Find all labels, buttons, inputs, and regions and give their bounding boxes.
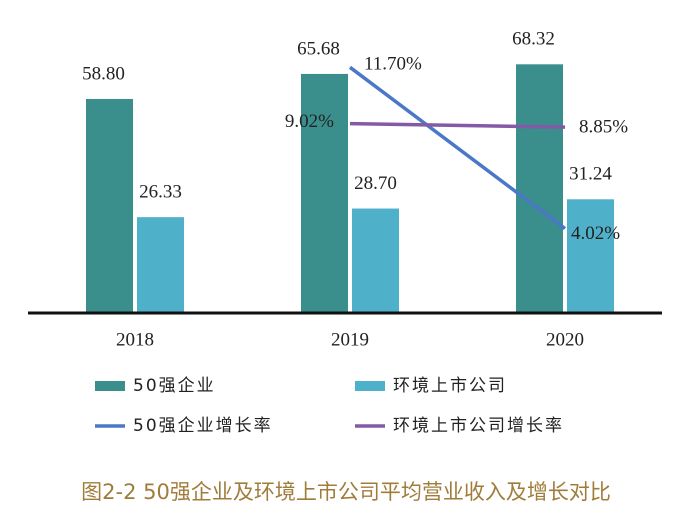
data-label: 26.33	[139, 182, 182, 203]
x-tick-label: 2020	[546, 329, 584, 350]
bar	[86, 98, 133, 313]
data-label: 58.80	[82, 63, 125, 84]
data-label: 68.32	[512, 29, 555, 50]
x-tick-label: 2019	[331, 329, 369, 350]
bar	[567, 199, 614, 313]
data-label: 28.70	[354, 173, 397, 194]
x-tick-label: 2018	[116, 329, 154, 350]
data-label: 9.02%	[285, 111, 334, 132]
line	[348, 65, 567, 230]
legend-swatch	[355, 381, 385, 391]
data-label: 8.85%	[579, 117, 628, 138]
data-label: 31.24	[569, 164, 612, 185]
legend-label: 50强企业	[133, 376, 216, 396]
data-label: 4.02%	[571, 223, 620, 244]
bar	[137, 217, 184, 313]
legend-label: 50强企业增长率	[133, 416, 273, 436]
bar	[301, 73, 348, 313]
bar	[352, 208, 399, 313]
legend-label: 环境上市公司	[393, 376, 507, 396]
line	[349, 121, 566, 129]
legend-swatch	[95, 381, 125, 391]
data-label: 11.70%	[364, 54, 422, 75]
bar	[516, 64, 563, 313]
data-label: 65.68	[297, 38, 340, 59]
caption: 图2-2 50强企业及环境上市公司平均营业收入及增长对比	[81, 480, 611, 504]
legend-label: 环境上市公司增长率	[393, 416, 564, 436]
